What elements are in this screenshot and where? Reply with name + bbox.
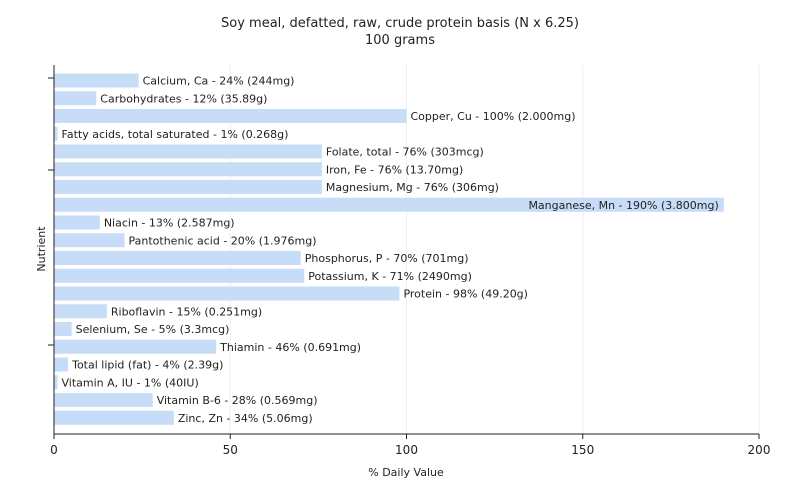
bar-label: Copper, Cu - 100% (2.000mg) xyxy=(411,110,576,123)
x-tick-label: 100 xyxy=(395,443,418,457)
x-axis-title: % Daily Value xyxy=(368,466,444,479)
bar xyxy=(54,162,322,177)
bar-label: Carbohydrates - 12% (35.89g) xyxy=(100,92,267,105)
bar-label: Selenium, Se - 5% (3.3mcg) xyxy=(76,323,230,336)
x-tick-label: 200 xyxy=(748,443,771,457)
bar-label: Niacin - 13% (2.587mg) xyxy=(104,217,235,230)
bar-label: Total lipid (fat) - 4% (2.39g) xyxy=(71,359,223,372)
bar xyxy=(54,73,139,88)
bar xyxy=(54,91,97,106)
bar-label: Vitamin B-6 - 28% (0.569mg) xyxy=(157,394,318,407)
bar xyxy=(54,233,125,248)
bar-label: Iron, Fe - 76% (13.70mg) xyxy=(326,163,463,176)
bar-label: Riboflavin - 15% (0.251mg) xyxy=(111,305,262,318)
bar xyxy=(54,126,58,141)
bar xyxy=(54,180,322,194)
bar-label: Protein - 98% (49.20g) xyxy=(403,288,528,301)
bar xyxy=(54,197,724,212)
bar xyxy=(54,304,107,319)
bar-label: Manganese, Mn - 190% (3.800mg) xyxy=(528,199,718,212)
bar xyxy=(54,375,58,390)
bar xyxy=(54,109,407,123)
bar xyxy=(54,251,301,265)
bar-label: Phosphorus, P - 70% (701mg) xyxy=(305,252,469,265)
bar-label: Thiamin - 46% (0.691mg) xyxy=(219,341,361,354)
bar xyxy=(54,322,72,336)
bar-label: Potassium, K - 71% (2490mg) xyxy=(308,270,472,283)
chart-subtitle: 100 grams xyxy=(365,33,435,48)
bar xyxy=(54,215,100,230)
bar xyxy=(54,393,153,407)
bar xyxy=(54,144,322,159)
bar xyxy=(54,357,69,372)
chart-title: Soy meal, defatted, raw, crude protein b… xyxy=(221,16,579,31)
x-tick-label: 150 xyxy=(571,443,594,457)
bar xyxy=(54,268,305,283)
y-axis-title: Nutrient xyxy=(35,226,48,272)
bar-label: Vitamin A, IU - 1% (40IU) xyxy=(62,376,199,389)
bar-label: Calcium, Ca - 24% (244mg) xyxy=(143,75,295,88)
x-tick-label: 0 xyxy=(50,443,58,457)
bar xyxy=(54,410,174,425)
bar-label: Folate, total - 76% (303mcg) xyxy=(326,146,484,159)
x-tick-label: 50 xyxy=(223,443,238,457)
bars: Calcium, Ca - 24% (244mg) Carbohydrates -… xyxy=(54,73,724,425)
gridlines xyxy=(229,65,760,434)
bar-label: Fatty acids, total saturated - 1% (0.268… xyxy=(62,128,289,141)
bar xyxy=(54,286,400,301)
bar-label: Zinc, Zn - 34% (5.06mg) xyxy=(178,412,313,425)
bar-label: Pantothenic acid - 20% (1.976mg) xyxy=(129,234,317,247)
bar-label: Magnesium, Mg - 76% (306mg) xyxy=(326,181,499,194)
axes: 0 50 100 150 200 xyxy=(48,65,770,457)
bar xyxy=(54,339,217,354)
